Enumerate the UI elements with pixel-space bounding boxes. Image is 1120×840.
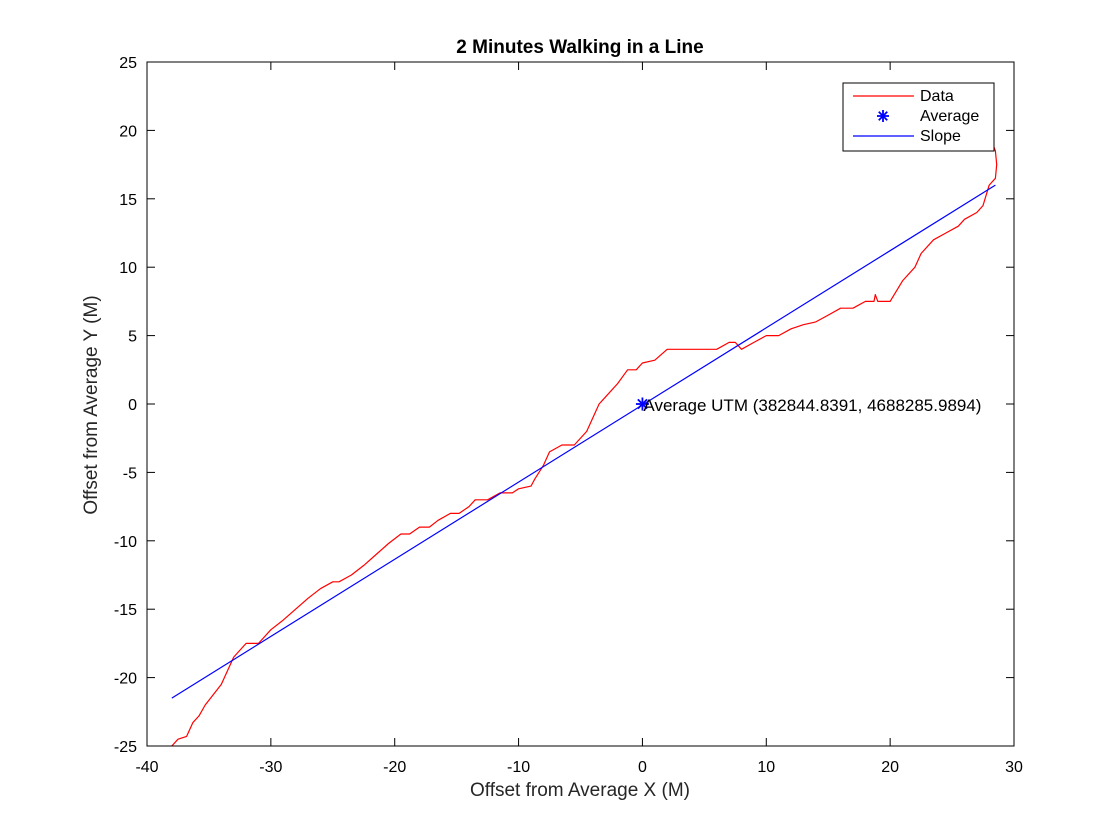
x-tick-label: 20 bbox=[881, 759, 899, 776]
legend: Data Average Slope bbox=[842, 82, 995, 152]
legend-average-label: Average bbox=[920, 108, 979, 125]
legend-data-label: Data bbox=[920, 88, 954, 105]
y-tick-label: 5 bbox=[128, 329, 137, 346]
chart-title: 2 Minutes Walking in a Line bbox=[456, 37, 703, 58]
x-tick-label: 30 bbox=[1005, 759, 1023, 776]
plot-area: Average UTM (382844.8391, 4688285.9894) bbox=[171, 143, 998, 746]
y-tick-label: 20 bbox=[119, 123, 137, 140]
y-axis-label: Offset from Average Y (M) bbox=[81, 295, 102, 514]
legend-box bbox=[842, 82, 995, 152]
legend-average-swatch bbox=[877, 110, 889, 122]
x-tick-label: -10 bbox=[507, 759, 530, 776]
x-tick-label: 10 bbox=[757, 759, 775, 776]
y-tick-label: -5 bbox=[123, 465, 137, 482]
x-axis-label: Offset from Average X (M) bbox=[470, 780, 690, 801]
x-tick-label: 0 bbox=[638, 759, 647, 776]
annotation-average-utm: Average UTM (382844.8391, 4688285.9894) bbox=[643, 396, 981, 415]
axes: -40 -30 -20 -10 0 10 20 30 -25 -20 -15 -10 -5 0 5 10 15 2… bbox=[114, 55, 1023, 776]
x-tick-label: -40 bbox=[135, 759, 158, 776]
series-data-line bbox=[171, 143, 998, 746]
y-tick-label: 15 bbox=[119, 192, 137, 209]
y-tick-label: -10 bbox=[114, 534, 137, 551]
y-tick-label: -20 bbox=[114, 671, 137, 688]
y-tick-label: -25 bbox=[114, 739, 137, 756]
legend-slope-label: Slope bbox=[920, 128, 961, 145]
y-tick-label: 25 bbox=[119, 55, 137, 72]
y-tick-label: 0 bbox=[128, 397, 137, 414]
y-tick-label: -15 bbox=[114, 602, 137, 619]
series-average-marker bbox=[635, 397, 649, 411]
plot-clip-group bbox=[171, 143, 998, 746]
series-slope-line bbox=[171, 184, 996, 699]
x-tick-label: -20 bbox=[383, 759, 406, 776]
x-tick-label: -30 bbox=[259, 759, 282, 776]
y-tick-label: 10 bbox=[119, 260, 137, 277]
